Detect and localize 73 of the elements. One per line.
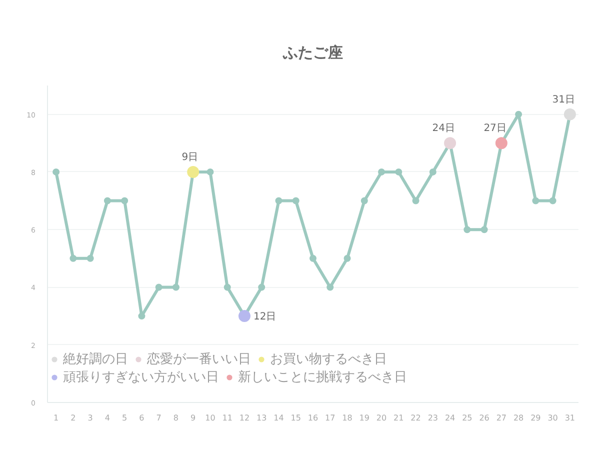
x-tick-label: 22 xyxy=(410,414,421,422)
legend-label: 新しいことに挑戦するべき日 xyxy=(238,369,407,386)
x-tick-label: 31 xyxy=(564,414,576,422)
x-tick-label: 12 xyxy=(239,414,250,422)
point xyxy=(444,137,456,150)
point xyxy=(480,226,488,234)
x-tick-label: 25 xyxy=(462,414,472,422)
x-tick-label: 29 xyxy=(530,414,541,422)
x-tick-label: 2 xyxy=(70,414,76,422)
point xyxy=(275,197,282,204)
point xyxy=(206,168,214,176)
point xyxy=(187,166,200,178)
x-tick-label: 23 xyxy=(428,414,438,422)
point xyxy=(395,168,402,176)
legend-label: お買い物するべき日 xyxy=(270,351,387,368)
point xyxy=(360,197,368,204)
annotation: 12日 xyxy=(253,312,276,323)
x-tick-label: 16 xyxy=(308,414,318,422)
point xyxy=(52,168,60,176)
point xyxy=(238,310,250,322)
legend-label: 恋愛が一番いい日 xyxy=(147,351,251,368)
point xyxy=(155,284,162,291)
x-tick-label: 28 xyxy=(513,414,524,422)
chart-title: ふたご座 xyxy=(282,44,343,62)
point xyxy=(429,168,436,176)
x-tick-label: 5 xyxy=(122,414,128,422)
x-tick-label: 14 xyxy=(274,414,284,422)
point xyxy=(172,284,180,291)
point xyxy=(495,137,508,150)
x-tick-label: 7 xyxy=(156,414,162,422)
point xyxy=(378,168,386,176)
point xyxy=(86,254,94,262)
x-tick-label: 19 xyxy=(359,414,370,422)
x-tick-label: 8 xyxy=(173,414,179,422)
point xyxy=(532,197,540,204)
legend-label: 頑張りすぎない方がいい日 xyxy=(63,369,219,386)
x-tick-label: 15 xyxy=(290,414,301,422)
point xyxy=(344,254,351,262)
x-tick-label: 17 xyxy=(325,414,336,422)
x-tick-label: 27 xyxy=(496,414,507,422)
annotation: 24日 xyxy=(432,123,456,134)
point xyxy=(292,197,300,204)
point xyxy=(258,284,266,291)
legend-label: 絶好調の日 xyxy=(63,351,128,368)
point xyxy=(138,312,146,320)
x-tick-label: 18 xyxy=(342,414,352,422)
point xyxy=(121,197,128,204)
x-tick-label: 26 xyxy=(479,414,490,422)
point xyxy=(564,108,576,120)
x-tick-label: 30 xyxy=(548,414,558,422)
annotation: 9日 xyxy=(182,152,198,163)
x-tick-label: 24 xyxy=(444,414,456,422)
x-tick-label: 4 xyxy=(104,414,110,422)
point xyxy=(70,254,77,262)
x-tick-label: 11 xyxy=(222,414,232,422)
annotation: 31日 xyxy=(552,94,575,106)
point xyxy=(224,284,231,291)
point xyxy=(104,197,111,204)
x-tick-label: 13 xyxy=(256,414,267,422)
point xyxy=(326,284,334,291)
x-tick-label: 1 xyxy=(54,414,59,422)
x-tick-label: 20 xyxy=(376,414,387,422)
x-tick-label: 6 xyxy=(139,414,144,422)
point xyxy=(464,226,471,234)
point xyxy=(549,197,556,204)
point xyxy=(310,254,316,262)
x-tick-label: 9 xyxy=(190,414,196,422)
x-tick-label: 3 xyxy=(88,414,93,422)
x-tick-label: 21 xyxy=(394,414,404,422)
point xyxy=(515,110,522,118)
annotation: 27日 xyxy=(484,123,506,134)
x-tick-label: 10 xyxy=(205,414,216,422)
point xyxy=(412,197,420,204)
